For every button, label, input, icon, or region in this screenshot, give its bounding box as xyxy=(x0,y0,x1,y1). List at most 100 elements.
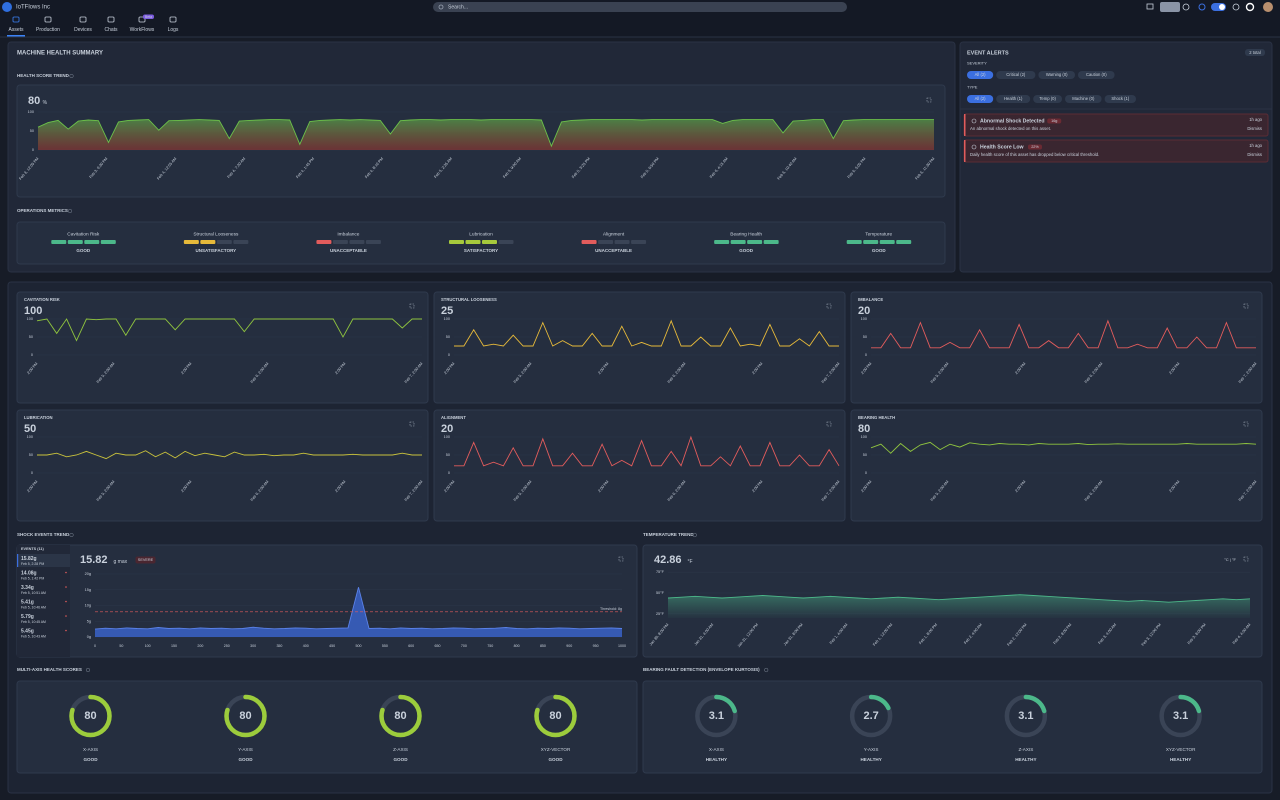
x-tick-label: 700 xyxy=(461,644,467,648)
metric-segment xyxy=(763,240,779,244)
alert-dismiss[interactable]: Dismiss xyxy=(1247,126,1262,131)
event-value[interactable]: 3.34g xyxy=(21,585,34,591)
y-tick-label: 20g xyxy=(85,572,91,576)
filter-chip-label[interactable]: Temp (0) xyxy=(1039,96,1056,101)
alert-badge xyxy=(1028,144,1042,150)
severity-badge xyxy=(135,556,156,564)
total-badge xyxy=(1245,49,1265,56)
y-tick-label: 100 xyxy=(444,435,450,439)
expand-icon[interactable] xyxy=(409,421,415,427)
filter-chip-label[interactable]: All (2) xyxy=(975,96,987,101)
event-dot xyxy=(65,571,67,574)
filter-chip-label[interactable]: Critical (2) xyxy=(1006,72,1026,77)
metric-segment xyxy=(581,240,597,244)
tab-icon[interactable] xyxy=(44,16,52,23)
alert-dismiss[interactable]: Dismiss xyxy=(1247,152,1262,157)
expand-icon[interactable] xyxy=(826,421,832,427)
event-value[interactable]: 14.08g xyxy=(21,570,37,576)
nav-tab[interactable]: Production xyxy=(36,27,60,33)
filter-chip[interactable] xyxy=(1065,95,1102,103)
nav-tab[interactable]: Devices xyxy=(74,27,92,33)
expand-icon[interactable] xyxy=(1243,303,1249,309)
alert-card[interactable] xyxy=(963,113,1269,137)
event-dot xyxy=(65,586,67,588)
filter-chip-label[interactable]: Caution (0) xyxy=(1086,72,1107,77)
expand-icon[interactable] xyxy=(926,97,932,103)
icon-user[interactable] xyxy=(1182,3,1190,11)
search-placeholder[interactable]: Search... xyxy=(448,4,468,10)
alert-card[interactable] xyxy=(963,139,1269,163)
expand-icon[interactable] xyxy=(1243,556,1249,562)
chart-title: HEALTH SCORE TREND xyxy=(17,73,70,78)
event-value[interactable]: 5.41g xyxy=(21,599,34,605)
search-box[interactable] xyxy=(433,2,847,12)
chart-title: IMBALANCE xyxy=(858,297,883,302)
x-tick-label: 750 xyxy=(487,644,493,648)
metric-segment-empty xyxy=(332,240,348,244)
headline-value: 15.82 xyxy=(80,554,108,566)
metric-segment xyxy=(84,240,100,244)
metric-name: Lubrication xyxy=(469,231,493,237)
event-value[interactable]: 15.82g xyxy=(21,556,37,562)
alert-text: Daily health score of this asset has dro… xyxy=(970,152,1099,157)
event-time: Feb 5, 10:43 AM xyxy=(21,634,46,638)
filter-chip[interactable] xyxy=(967,95,994,103)
filter-chip-label[interactable]: Health (1) xyxy=(1004,96,1023,101)
nav-tab[interactable]: Chats xyxy=(104,27,118,33)
nav-tab[interactable]: Assets xyxy=(8,27,24,33)
expand-icon[interactable] xyxy=(1243,421,1249,427)
gauge-arc xyxy=(224,694,267,738)
nav-tab[interactable]: WorkFlows xyxy=(130,27,155,33)
chart-card xyxy=(16,544,638,658)
tab-icon[interactable] xyxy=(107,16,115,23)
filter-chip[interactable] xyxy=(1104,95,1136,103)
unit-toggle[interactable]: °C | °F xyxy=(1224,557,1236,562)
tab-icon[interactable] xyxy=(79,16,87,23)
filter-chip-label[interactable]: Warning (0) xyxy=(1046,72,1068,77)
y-tick-label: 0 xyxy=(448,471,450,475)
expand-icon[interactable] xyxy=(409,303,415,309)
x-tick-label: 600 xyxy=(408,644,414,648)
nav-tab[interactable]: Logs xyxy=(168,27,179,33)
filter-chip[interactable] xyxy=(996,71,1036,79)
info-icon xyxy=(85,667,91,673)
x-tick-label: 50 xyxy=(119,644,123,648)
filter-chip-label[interactable]: Shock (1) xyxy=(1111,96,1130,101)
data-area xyxy=(668,594,1250,618)
alert-time: 1h ago xyxy=(1249,143,1262,148)
icon-monitor[interactable] xyxy=(1146,3,1154,10)
org-name[interactable]: IoTFlows Inc xyxy=(16,5,50,11)
y-tick-label: 15g xyxy=(85,588,91,592)
tab-icon[interactable] xyxy=(138,16,146,23)
expand-icon[interactable] xyxy=(826,303,832,309)
filter-chip[interactable] xyxy=(1078,71,1115,79)
y-tick-label: 0 xyxy=(31,353,33,357)
profile-avatar[interactable] xyxy=(1263,2,1273,12)
event-value[interactable]: 5.45g xyxy=(21,628,34,634)
gauge-axis: XYZ-VECTOR xyxy=(1166,747,1196,752)
tab-icon[interactable] xyxy=(12,16,20,23)
icon-status[interactable] xyxy=(1198,3,1206,11)
tab-icon[interactable] xyxy=(169,16,177,23)
avatars[interactable] xyxy=(1160,2,1180,12)
icon-settings[interactable] xyxy=(1245,2,1255,12)
chart-card xyxy=(433,409,846,522)
filter-chip[interactable] xyxy=(996,95,1031,103)
filter-chip[interactable] xyxy=(967,71,994,79)
y-tick-label: 50 xyxy=(863,453,867,457)
threshold-label: Threshold: 8g xyxy=(600,607,622,611)
chart-title: SHOCK EVENTS TREND xyxy=(17,532,70,537)
filter-chip[interactable] xyxy=(1038,71,1075,79)
alert-title: Health Score Low xyxy=(980,144,1024,150)
icon-sound[interactable] xyxy=(1232,3,1240,11)
metric-name: Temperature xyxy=(865,231,892,237)
filter-chip-label[interactable]: Machine (0) xyxy=(1072,96,1095,101)
event-value[interactable]: 5.79g xyxy=(21,614,34,620)
event-selected[interactable] xyxy=(17,554,70,567)
filter-chip-label[interactable]: All (2) xyxy=(975,72,987,77)
expand-icon[interactable] xyxy=(618,556,624,562)
metric-segment-empty xyxy=(233,240,249,244)
org-logo[interactable] xyxy=(2,2,12,12)
filter-chip[interactable] xyxy=(1033,95,1062,103)
